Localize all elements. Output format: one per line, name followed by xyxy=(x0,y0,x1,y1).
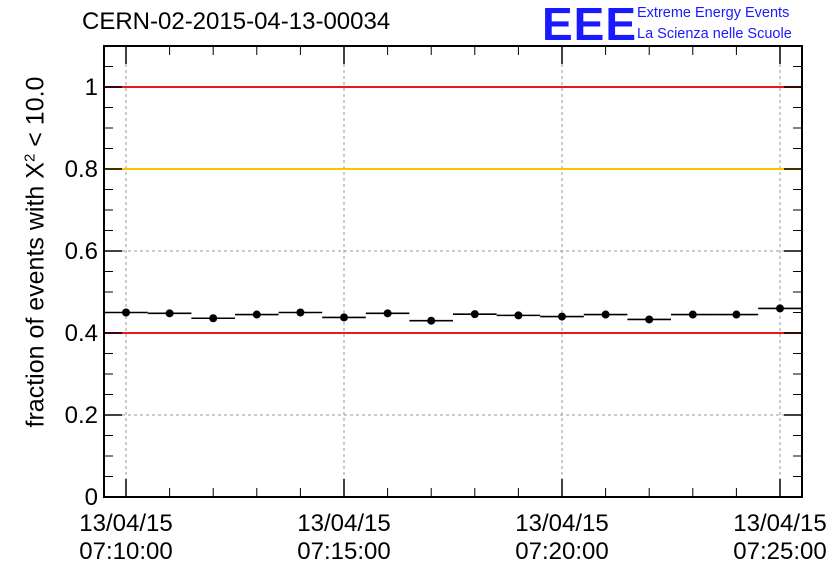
data-point xyxy=(427,316,436,325)
x-tick-label-time: 07:20:00 xyxy=(515,538,608,565)
x-tick-label-time: 07:10:00 xyxy=(79,538,172,565)
y-tick-label: 0.4 xyxy=(65,320,98,347)
data-point xyxy=(645,315,654,324)
data-points xyxy=(104,304,802,325)
x-tick-label-time: 07:25:00 xyxy=(733,538,826,565)
data-point xyxy=(558,312,566,321)
y-axis-label-chi: X xyxy=(21,162,50,179)
chart-title: CERN-02-2015-04-13-00034 xyxy=(82,8,391,35)
x-tick-label-date: 13/04/15 xyxy=(79,510,172,537)
eee-logo-mark: EEE xyxy=(542,0,638,50)
data-point xyxy=(601,310,610,319)
data-point xyxy=(470,310,479,319)
x-tick-labels: 13/04/1507:10:0013/04/1507:15:0013/04/15… xyxy=(79,510,826,565)
data-point xyxy=(688,310,697,319)
x-tick-label-time: 07:15:00 xyxy=(297,538,390,565)
x-tick-label-date: 13/04/15 xyxy=(515,510,608,537)
data-point xyxy=(209,314,218,323)
y-tick-label: 0.8 xyxy=(65,156,98,183)
y-tick-label: 0.2 xyxy=(65,402,98,429)
x-tick-label-date: 13/04/15 xyxy=(297,510,390,537)
logo-line-2: La Scienza nelle Scuole xyxy=(637,26,792,42)
data-point xyxy=(732,310,741,319)
y-axis-label-prefix: fraction of events with xyxy=(21,178,50,428)
x-tick-label-date: 13/04/15 xyxy=(733,510,826,537)
plot-frame xyxy=(103,45,803,498)
y-tick-label: 0.6 xyxy=(65,238,98,265)
data-point xyxy=(340,313,348,322)
y-tick-labels: 0 0.2 0.4 0.6 0.8 1 xyxy=(65,74,98,511)
reference-lines xyxy=(104,86,802,334)
data-point xyxy=(776,304,784,313)
y-axis-label-suffix: < 10.0 xyxy=(21,76,50,154)
grid-lines xyxy=(104,46,802,497)
y-tick-label: 0 xyxy=(85,484,98,511)
data-point xyxy=(252,310,261,319)
data-point xyxy=(165,309,174,318)
data-point xyxy=(296,308,305,317)
y-axis-label: fraction of events with X2 < 10.0 xyxy=(21,42,50,462)
y-axis-label-superscript: 2 xyxy=(21,153,39,163)
y-tick-label: 1 xyxy=(85,74,98,101)
axis-ticks xyxy=(104,45,802,498)
data-point xyxy=(514,311,523,320)
logo-line-1: Extreme Energy Events xyxy=(637,5,790,21)
eee-logo: EEE Extreme Energy Events La Scienza nel… xyxy=(542,0,834,50)
data-point xyxy=(383,309,392,318)
data-point xyxy=(122,308,130,317)
